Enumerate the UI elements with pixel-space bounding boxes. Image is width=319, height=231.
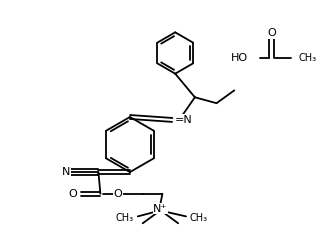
- Text: CH₃: CH₃: [298, 53, 316, 63]
- Text: CH₃: CH₃: [116, 213, 134, 223]
- Text: O: O: [68, 189, 77, 199]
- Text: =N: =N: [175, 115, 193, 125]
- Text: HO: HO: [231, 53, 248, 63]
- Text: CH₃: CH₃: [190, 213, 208, 223]
- Text: O: O: [114, 189, 122, 199]
- Text: N: N: [62, 167, 70, 177]
- Text: O: O: [267, 28, 276, 38]
- Text: N⁺: N⁺: [153, 204, 167, 213]
